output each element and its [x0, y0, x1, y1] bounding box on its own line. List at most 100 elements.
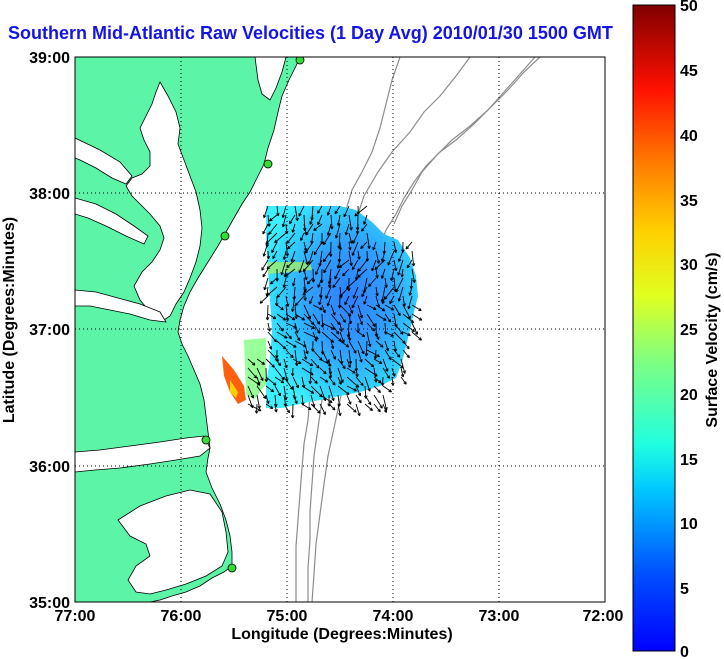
- velocity-arrow: [265, 358, 275, 368]
- velocity-arrow-head: [332, 345, 335, 349]
- velocity-arrow: [268, 223, 278, 235]
- velocity-arrow: [321, 349, 329, 364]
- velocity-arrow-head: [262, 231, 266, 235]
- velocity-arrow-head: [309, 406, 312, 410]
- velocity-arrow-head: [267, 294, 271, 296]
- velocity-arrow: [375, 250, 380, 264]
- velocity-arrow-head: [311, 217, 314, 221]
- velocity-arrow-head: [322, 324, 325, 328]
- velocity-arrow-head: [327, 232, 331, 236]
- velocity-arrow-head: [381, 259, 385, 262]
- velocity-arrow: [293, 286, 296, 300]
- colorbar-tick-label: 25: [680, 322, 698, 339]
- velocity-arrow: [259, 295, 269, 304]
- velocity-arrow: [323, 250, 332, 262]
- velocity-arrow-head: [376, 293, 379, 297]
- velocity-arrow-head: [320, 294, 323, 298]
- velocity-arrow: [384, 286, 395, 300]
- velocity-arrow: [402, 304, 411, 319]
- velocity-arrow-head: [273, 364, 275, 368]
- velocity-arrow: [357, 331, 365, 337]
- velocity-arrow: [330, 322, 340, 335]
- velocity-arrow: [330, 214, 333, 230]
- velocity-arrow-head: [274, 382, 277, 386]
- velocity-arrow: [328, 358, 332, 375]
- velocity-arrow-head: [401, 331, 404, 335]
- velocity-arrow: [265, 385, 274, 393]
- velocity-arrow-head: [302, 317, 305, 321]
- velocity-arrow: [373, 403, 381, 413]
- velocity-arrow-head: [261, 268, 265, 271]
- velocity-arrow-head: [419, 317, 423, 321]
- velocity-arrow-head: [356, 373, 359, 378]
- velocity-arrow-head: [408, 332, 411, 336]
- velocity-arrow: [276, 340, 287, 350]
- velocity-arrow: [393, 304, 401, 316]
- velocity-arrow: [301, 367, 314, 376]
- x-tick-label: 74:00: [373, 608, 414, 625]
- velocity-arrow-head: [292, 283, 296, 287]
- velocity-arrow: [274, 358, 282, 366]
- velocity-arrow-head: [409, 292, 413, 296]
- velocity-arrow: [382, 376, 384, 386]
- velocity-arrow-head: [326, 379, 329, 383]
- velocity-arrow: [391, 358, 404, 369]
- velocity-arrow-head: [268, 232, 272, 235]
- velocity-arrow-head: [401, 274, 404, 278]
- colorbar-tick-label: 45: [680, 63, 698, 80]
- velocity-arrow: [256, 394, 261, 409]
- velocity-arrow: [319, 394, 333, 403]
- velocity-arrow-head: [352, 253, 355, 256]
- velocity-arrow: [406, 259, 413, 269]
- colorbar-tick-label: 0: [680, 644, 689, 659]
- albemarle-sound: [75, 435, 211, 473]
- velocity-arrow-head: [343, 214, 347, 218]
- velocity-arrow: [355, 268, 359, 281]
- velocity-arrow-head: [315, 380, 318, 384]
- velocity-arrow-head: [408, 306, 411, 310]
- velocity-arrow-head: [311, 372, 314, 376]
- velocity-arrow: [303, 241, 307, 252]
- velocity-arrow-head: [276, 278, 279, 282]
- velocity-arrow: [363, 214, 368, 225]
- velocity-arrow-head: [384, 317, 387, 321]
- velocity-arrow-head: [281, 272, 284, 276]
- velocity-arrow: [364, 403, 373, 411]
- velocity-arrow: [338, 259, 350, 268]
- velocity-arrow-head: [305, 356, 308, 360]
- velocity-arrow-head: [263, 253, 267, 257]
- velocity-arrow-head: [395, 289, 399, 293]
- velocity-arrow-head: [313, 403, 316, 407]
- velocity-arrow: [390, 268, 395, 281]
- velocity-arrow: [339, 349, 343, 364]
- velocity-arrow: [354, 205, 368, 217]
- velocity-arrow-head: [307, 261, 309, 265]
- velocity-arrow: [364, 394, 372, 405]
- velocity-arrow-head: [397, 272, 401, 276]
- velocity-arrow: [346, 376, 360, 388]
- velocity-arrow: [283, 277, 287, 288]
- velocity-arrow-head: [344, 365, 346, 369]
- velocity-arrow-head: [381, 276, 385, 279]
- velocity-arrow: [361, 286, 368, 298]
- velocity-arrow-head: [344, 302, 348, 306]
- velocity-arrow: [363, 277, 368, 294]
- velocity-arrow: [266, 286, 269, 297]
- velocity-arrow-head: [268, 223, 271, 227]
- velocity-arrow: [343, 205, 350, 218]
- velocity-arrow: [410, 277, 413, 289]
- velocity-arrow-head: [398, 298, 402, 302]
- velocity-arrow-head: [363, 301, 367, 305]
- velocity-arrow: [348, 340, 357, 354]
- velocity-arrow: [313, 223, 323, 231]
- velocity-arrow-head: [305, 288, 307, 292]
- colorbar-tick-label: 40: [680, 128, 698, 145]
- velocity-arrow: [274, 376, 285, 384]
- velocity-arrow: [303, 277, 306, 292]
- velocity-arrow: [339, 286, 350, 298]
- velocity-arrow: [294, 313, 305, 321]
- velocity-arrow-head: [406, 265, 411, 269]
- velocity-arrow: [267, 214, 270, 227]
- velocity-arrow: [360, 241, 368, 249]
- velocity-arrow-head: [290, 335, 292, 339]
